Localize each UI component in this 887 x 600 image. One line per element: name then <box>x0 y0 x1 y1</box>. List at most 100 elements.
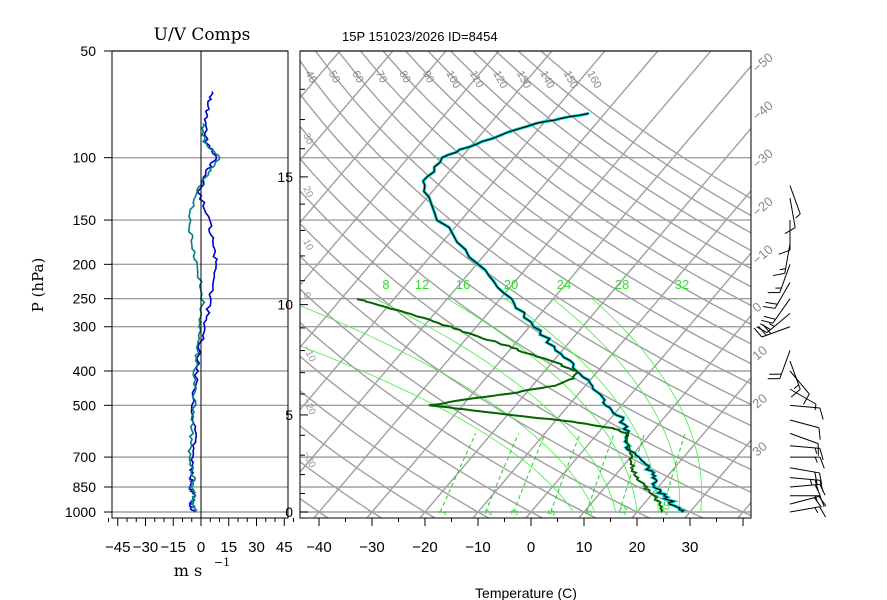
temperature-tick-label: −20 <box>412 539 437 556</box>
wind-barb-staff <box>789 432 819 445</box>
dry-adiabat-line <box>300 288 651 518</box>
isotherm-line <box>630 376 751 518</box>
parcel-profile-line <box>356 297 664 513</box>
wind-axis-tick-label: −30 <box>133 539 158 556</box>
wind-barb <box>789 432 819 456</box>
dry-adiabat-line <box>300 389 491 518</box>
wind-barb-staff <box>789 483 820 488</box>
dry-adiabat-line <box>300 355 544 518</box>
height-tick-label: 0 <box>285 504 293 520</box>
wind-barb-flag <box>819 472 823 485</box>
wind-barb <box>789 467 823 485</box>
wind-barb-flag <box>784 227 796 235</box>
skewt-panel-frame <box>299 50 752 519</box>
right-edge-isotherm-label: 10 <box>749 343 770 364</box>
wind-barb <box>789 388 817 411</box>
wind-barb <box>789 370 810 405</box>
pressure-tick-label: 100 <box>73 150 97 166</box>
mixing-ratio-label: 12 <box>617 503 631 517</box>
wind-barb <box>790 456 825 469</box>
dry-adiabat-line <box>337 51 751 365</box>
temperature-tick-label: 0 <box>527 539 535 556</box>
wind-barb-flag <box>802 393 810 405</box>
wind-barb-staff <box>772 298 791 324</box>
dry-adiabat-label: 130 <box>514 69 533 91</box>
dry-adiabat-label: 70 <box>373 69 389 85</box>
wind-axis-label: m s <box>174 561 202 580</box>
wind-barb-flag <box>758 325 767 336</box>
dry-adiabat-line <box>300 157 751 471</box>
pressure-tick-label: 400 <box>73 363 97 379</box>
mixing-ratio-label: 2 <box>483 508 495 517</box>
dry-adiabat-line <box>404 51 751 307</box>
left-edge-label: −10 <box>300 344 317 364</box>
left-edge-label: −30 <box>300 450 317 470</box>
moist-adiabat-label: 8 <box>382 277 389 292</box>
dry-adiabat-label: 80 <box>396 69 412 85</box>
dry-adiabat-line <box>300 497 330 518</box>
wind-barb-flag <box>814 507 819 514</box>
wind-barb-staff <box>789 419 820 429</box>
pressure-tick-label: 150 <box>73 212 97 228</box>
wind-axis: −45 −30 −15 0 15 30 45 <box>105 51 294 556</box>
wind-barb-staff <box>789 185 801 215</box>
wind-barb-flag <box>819 456 825 469</box>
pressure-tick-label: 850 <box>73 479 97 495</box>
wind-barb-flag <box>809 479 813 486</box>
wind-barb <box>778 220 791 255</box>
moist-adiabat-line <box>300 345 574 513</box>
moist-adiabat-label: 20 <box>504 277 518 292</box>
isotherm-line <box>300 51 659 474</box>
wind-barb-staff <box>789 388 817 405</box>
wind-barb <box>790 495 825 508</box>
wind-barb <box>789 477 824 492</box>
wind-axis-tick-label: 30 <box>248 539 265 556</box>
wind-barb-staff <box>789 404 820 409</box>
wind-barb-staff <box>761 326 791 338</box>
isotherm-line <box>300 51 394 162</box>
wind-axis-tick-label: 0 <box>197 539 205 556</box>
height-axis: 0 5 10 15 <box>277 88 308 520</box>
wind-barb-flag <box>763 306 776 309</box>
pressure-tick-label: 250 <box>73 291 97 307</box>
temperature-tick-label: −30 <box>359 539 384 556</box>
mixing-ratio-line <box>550 433 581 513</box>
wind-barb-staff <box>789 360 801 390</box>
left-edge-label: 30 <box>300 132 315 147</box>
wind-barb-flag <box>793 384 799 390</box>
wind-barb <box>789 445 824 461</box>
wind-barb-staff <box>789 197 796 228</box>
pressure-tick-label: 700 <box>73 449 97 465</box>
isotherm-line <box>418 127 751 518</box>
wind-barb-flag <box>759 323 771 330</box>
dry-adiabat-label: 140 <box>537 69 556 91</box>
wind-barb-flag <box>814 456 818 463</box>
wind-barb-flag <box>818 427 821 440</box>
wind-barb-flag <box>819 506 827 518</box>
wind-barb-flag <box>772 272 785 277</box>
temperature-tick-label: −40 <box>306 539 331 556</box>
wind-barb <box>789 360 801 398</box>
pressure-tick-label: 200 <box>73 256 97 272</box>
temperature-tick-label: 30 <box>682 539 699 556</box>
wind-barb-flag <box>761 319 773 324</box>
isotherm-line <box>790 17 887 520</box>
wind-barb-flag <box>763 315 776 320</box>
wind-barb-staff <box>784 243 791 274</box>
temperature-axis-label: Temperature (C) <box>475 585 577 600</box>
wind-panel-frame <box>111 50 289 519</box>
wind-barb-staff <box>789 495 820 505</box>
wind-barb <box>761 298 791 324</box>
mixing-ratio-line <box>661 433 686 513</box>
wind-barb-flag <box>814 404 817 411</box>
isotherm-line <box>365 65 751 518</box>
wind-barb <box>772 243 791 277</box>
pressure-tick-label: 50 <box>80 43 96 59</box>
moist-adiabat-label: 12 <box>415 277 429 292</box>
temperature-tick-label: −10 <box>465 539 490 556</box>
height-tick-label: 15 <box>277 169 293 185</box>
right-edge-isotherm-label: 20 <box>749 391 770 412</box>
wind-barb <box>756 312 791 334</box>
left-edge-label: 20 <box>300 185 315 200</box>
